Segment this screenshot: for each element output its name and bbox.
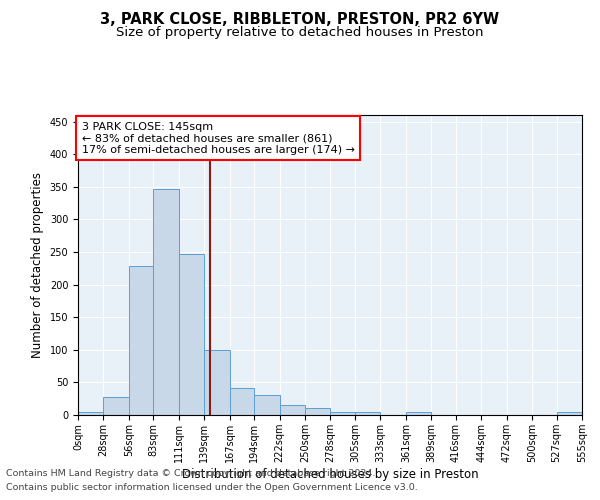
Bar	[230, 388, 254, 415]
Bar	[204, 350, 230, 415]
Bar	[305, 408, 331, 415]
Bar	[103, 398, 129, 415]
Bar	[179, 254, 204, 415]
Text: Size of property relative to detached houses in Preston: Size of property relative to detached ho…	[116, 26, 484, 39]
Bar	[129, 266, 154, 415]
Y-axis label: Number of detached properties: Number of detached properties	[31, 172, 44, 358]
Bar	[406, 412, 431, 415]
Text: 3, PARK CLOSE, RIBBLETON, PRESTON, PR2 6YW: 3, PARK CLOSE, RIBBLETON, PRESTON, PR2 6…	[100, 12, 500, 28]
Bar	[557, 412, 582, 415]
X-axis label: Distribution of detached houses by size in Preston: Distribution of detached houses by size …	[182, 468, 478, 480]
Bar	[254, 396, 280, 415]
Text: Contains public sector information licensed under the Open Government Licence v3: Contains public sector information licen…	[6, 484, 418, 492]
Bar	[280, 405, 305, 415]
Bar	[154, 188, 179, 415]
Text: Contains HM Land Registry data © Crown copyright and database right 2024.: Contains HM Land Registry data © Crown c…	[6, 468, 376, 477]
Bar	[78, 412, 103, 415]
Bar	[331, 412, 355, 415]
Text: 3 PARK CLOSE: 145sqm
← 83% of detached houses are smaller (861)
17% of semi-deta: 3 PARK CLOSE: 145sqm ← 83% of detached h…	[82, 122, 355, 154]
Bar	[355, 412, 380, 415]
